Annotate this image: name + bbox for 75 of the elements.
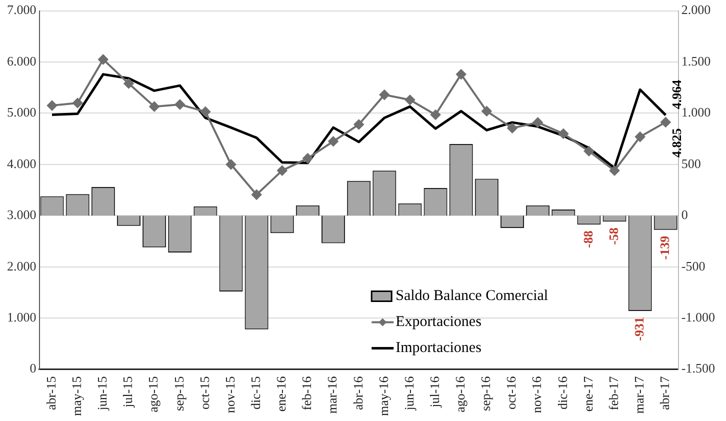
data-label: -931 <box>631 317 646 341</box>
y-tick-label: 3.000 <box>7 207 36 222</box>
x-tick-label: ene-17 <box>580 376 596 412</box>
point <box>149 102 160 112</box>
x-tick-label: ene-16 <box>274 376 289 412</box>
point <box>430 110 441 120</box>
x-tick-label: nov-16 <box>529 376 544 414</box>
y-tick-label: 2.000 <box>7 258 36 274</box>
y-tick-label: 7.000 <box>7 2 36 18</box>
x-tick-label: ago-15 <box>146 376 161 412</box>
legend-label: Saldo Balance Comercial <box>396 288 548 304</box>
point <box>584 146 594 156</box>
point <box>610 166 620 176</box>
point <box>635 132 646 142</box>
y2-tick-label: 500 <box>681 156 701 171</box>
x-tick-label: abr-15 <box>43 376 58 410</box>
x-tick-label: feb-16 <box>299 376 314 410</box>
point <box>72 98 83 108</box>
point <box>200 106 210 117</box>
x-tick-label: feb-17 <box>606 376 621 410</box>
point <box>660 117 671 128</box>
x-tick-label: dic-15 <box>248 376 263 410</box>
legend-label: Exportaciones <box>396 314 482 330</box>
point <box>532 117 543 128</box>
y-tick-label: 0 <box>30 360 36 376</box>
x-tick-label: mar-17 <box>631 376 646 414</box>
legend-label: Importaciones <box>396 340 482 356</box>
x-tick-label: jul-15 <box>120 376 136 408</box>
point <box>124 78 134 89</box>
point <box>507 123 518 134</box>
x-tick-label: may-16 <box>376 376 391 416</box>
y-tick-label: 5.000 <box>7 104 36 120</box>
y2-tick-label: 2.000 <box>681 2 711 18</box>
data-label: -58 <box>606 227 621 245</box>
point <box>456 69 466 80</box>
y2-tick-label: 1.000 <box>681 104 711 120</box>
x-tick-label: mar-16 <box>324 376 340 414</box>
x-tick-label: dic-16 <box>554 376 570 410</box>
point <box>252 190 262 200</box>
x-tick-label: ago-16 <box>452 376 468 412</box>
y2-tick-label: -1.000 <box>681 310 716 324</box>
point <box>328 136 338 146</box>
x-tick-label: jul-16 <box>426 376 442 408</box>
y-tick-label: 6.000 <box>7 53 36 68</box>
y-tick-label: 1.000 <box>7 310 36 324</box>
x-tick-label: may-15 <box>69 376 84 416</box>
y2-tick-label: 1.500 <box>681 53 711 68</box>
data-label: 4.825 <box>668 128 684 158</box>
x-tick-label: sep-15 <box>171 376 186 411</box>
point <box>47 100 58 111</box>
x-tick-label: sep-16 <box>478 376 494 411</box>
point <box>379 90 390 100</box>
point <box>226 159 236 170</box>
point <box>277 166 288 176</box>
y2-tick-label: -1.500 <box>681 360 716 376</box>
point <box>174 100 185 110</box>
point <box>482 106 492 116</box>
y2-tick-label: -500 <box>681 258 706 274</box>
x-tick-label: oct-15 <box>196 376 212 410</box>
data-label: -88 <box>580 230 596 248</box>
x-tick-label: abr-16 <box>350 376 366 410</box>
y2-tick-label: 0 <box>681 207 688 222</box>
point <box>98 54 108 64</box>
point <box>302 153 313 164</box>
x-tick-label: abr-17 <box>657 376 672 410</box>
x-tick-label: oct-16 <box>504 376 519 410</box>
data-label: 4.964 <box>668 79 684 110</box>
x-tick-label: nov-15 <box>222 376 238 414</box>
point <box>404 94 415 105</box>
x-tick-label: jun-16 <box>401 376 416 412</box>
data-label: -139 <box>656 235 672 260</box>
point <box>558 128 568 139</box>
point <box>354 119 364 130</box>
x-tick-label: jun-15 <box>94 376 110 412</box>
y-tick-label: 4.000 <box>7 156 36 171</box>
